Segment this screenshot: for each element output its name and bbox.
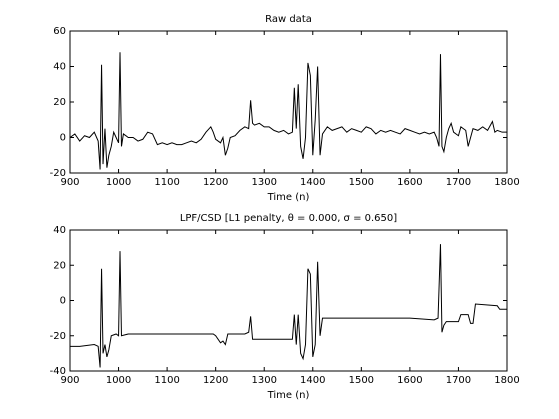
y-tick-label: -20 [50,331,66,342]
x-axis-label: Time (n) [267,390,310,401]
y-tick-label: -40 [50,366,66,377]
x-tick-label: 1600 [397,177,422,188]
x-tick-label: 1700 [446,375,471,386]
x-axis-label: Time (n) [267,192,310,203]
x-tick-label: 1000 [106,375,131,386]
x-tick-label: 1800 [494,375,519,386]
x-tick-label: 900 [60,375,79,386]
x-tick-label: 1100 [154,177,179,188]
x-tick-label: 1600 [397,375,422,386]
x-tick-label: 1500 [349,177,374,188]
x-tick-label: 1300 [251,375,276,386]
y-tick-label: 20 [53,260,66,271]
data-line [69,52,507,170]
x-tick-label: 1700 [446,177,471,188]
x-tick-label: 1800 [494,177,519,188]
y-tick-label: 40 [53,225,66,236]
y-tick-label: 0 [60,133,66,144]
chart-title: LPF/CSD [L1 penalty, θ = 0.000, σ = 0.65… [180,213,397,224]
x-tick-label: 1000 [106,177,131,188]
x-tick-label: 1400 [300,375,325,386]
y-tick-label: -20 [50,168,66,179]
plot-area [70,230,507,371]
data-line [70,244,507,368]
x-tick-label: 900 [60,177,79,188]
axes-box [69,30,508,174]
axes-box [69,229,508,372]
chart-title: Raw data [265,14,312,25]
x-tick-label: 1200 [203,375,228,386]
y-tick-label: 0 [60,296,66,307]
x-tick-label: 1300 [251,177,276,188]
x-tick-label: 1500 [349,375,374,386]
y-tick-label: 20 [53,97,66,108]
x-tick-label: 1200 [203,177,228,188]
plot-area [70,31,507,173]
x-tick-label: 1400 [300,177,325,188]
y-tick-label: 60 [53,26,66,37]
y-tick-label: 40 [53,62,66,73]
x-tick-label: 1100 [154,375,179,386]
